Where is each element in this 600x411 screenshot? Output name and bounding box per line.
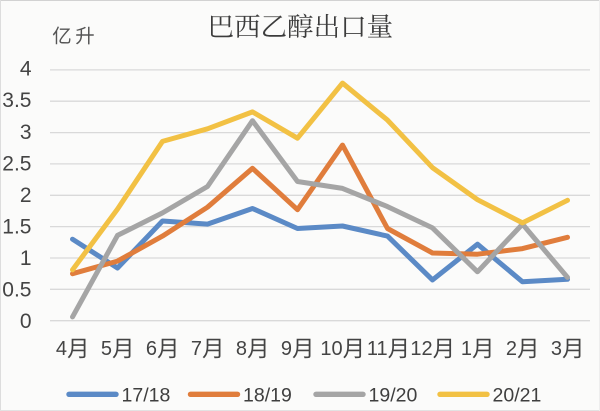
- svg-text:1: 1: [461, 338, 472, 360]
- svg-text:11: 11: [367, 338, 388, 360]
- svg-text:0: 0: [20, 310, 32, 333]
- svg-text:12: 12: [410, 338, 432, 360]
- svg-text:19/20: 19/20: [369, 385, 418, 407]
- svg-text:18/19: 18/19: [243, 385, 292, 407]
- svg-text:7: 7: [191, 338, 202, 360]
- svg-text:3: 3: [20, 121, 32, 144]
- svg-text:6: 6: [146, 338, 157, 360]
- svg-text:3: 3: [551, 338, 562, 360]
- svg-text:0.5: 0.5: [2, 279, 31, 302]
- svg-text:4: 4: [20, 58, 32, 81]
- svg-text:1: 1: [20, 247, 32, 270]
- svg-text:2.5: 2.5: [2, 152, 31, 175]
- svg-text:2: 2: [20, 184, 32, 207]
- svg-text:8: 8: [236, 338, 247, 360]
- svg-text:4: 4: [56, 338, 67, 360]
- svg-text:17/18: 17/18: [122, 385, 171, 407]
- svg-text:2: 2: [506, 338, 517, 360]
- svg-text:5: 5: [101, 338, 112, 360]
- svg-text:1.5: 1.5: [2, 215, 31, 238]
- svg-text:10: 10: [320, 338, 342, 360]
- svg-text:20/21: 20/21: [493, 385, 542, 407]
- svg-text:9: 9: [281, 338, 292, 360]
- svg-text:3.5: 3.5: [2, 89, 31, 112]
